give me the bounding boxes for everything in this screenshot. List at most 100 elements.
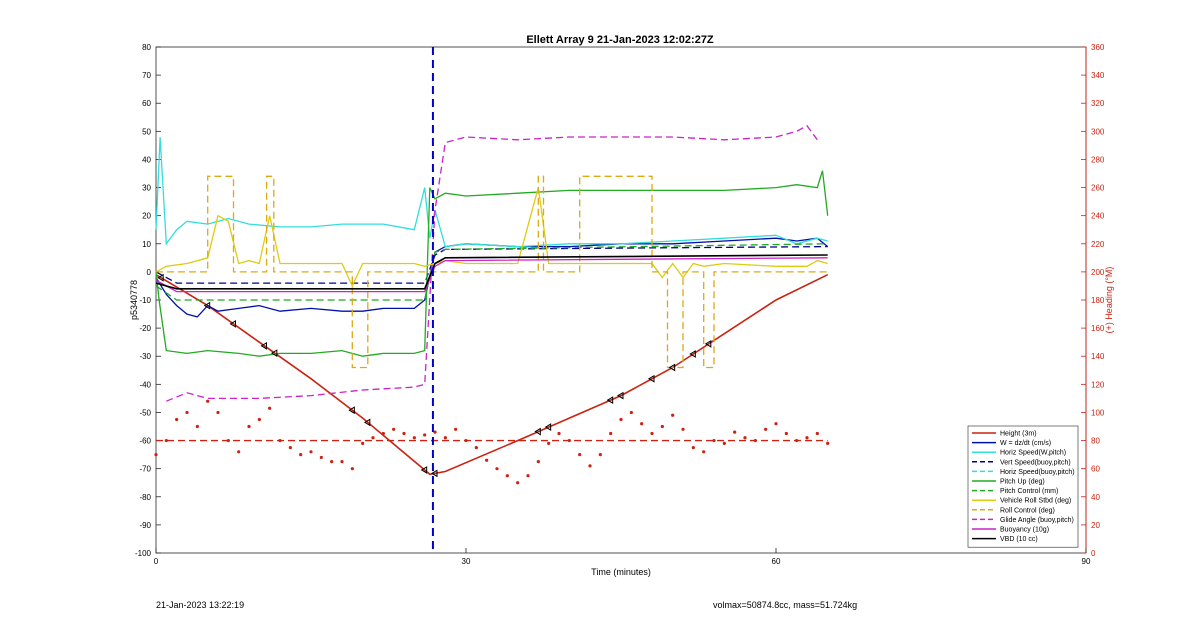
right-tick-label: 120 (1091, 380, 1105, 389)
right-tick-label: 100 (1091, 408, 1105, 417)
x-tick-label: 0 (154, 557, 159, 566)
right-tick-label: 140 (1091, 352, 1105, 361)
right-tick-label: 180 (1091, 296, 1105, 305)
right-tick-label: 280 (1091, 155, 1105, 164)
heading-point (216, 410, 220, 415)
legend-label: Pitch Up (deg) (1000, 479, 1045, 486)
right-axis: 0 20 40 60 80 100 120 140 160 180 200 220 240 260 280 3… (1081, 43, 1105, 558)
heading-point (340, 460, 344, 464)
legend-label: Vert Speed(buoy,pitch) (1000, 459, 1071, 466)
left-tick-label: 30 (142, 184, 151, 193)
heading-point (154, 453, 158, 457)
x-axis-label: Time (minutes) (591, 567, 651, 577)
heading-point (815, 431, 819, 436)
height-marker (617, 391, 624, 400)
legend-label: Glide Angle (buoy,pitch) (1000, 517, 1074, 524)
footer-stats: volmax=50874.8cc, mass=51.724kg (713, 600, 858, 610)
left-tick-label: -60 (139, 437, 151, 446)
legend-label: Roll Control (deg) (1000, 507, 1055, 514)
heading-point (371, 436, 375, 440)
right-tick-label: 360 (1091, 43, 1105, 52)
height-marker (157, 273, 164, 282)
heading-point (640, 422, 644, 426)
left-tick-label: 0 (147, 268, 152, 277)
left-tick-label: 20 (142, 212, 151, 221)
heading-point (485, 458, 489, 462)
heading-point (185, 410, 189, 415)
heading-point (423, 433, 427, 437)
heading-point (402, 431, 406, 436)
height-marker (668, 363, 676, 372)
heading-point (195, 424, 199, 429)
heading-point (505, 474, 509, 478)
heading-point (392, 427, 396, 431)
series-line (155, 254, 828, 290)
x-tick-label: 90 (1082, 557, 1091, 566)
height-marker (544, 423, 552, 431)
right-tick-label: 60 (1091, 465, 1100, 474)
heading-point (681, 427, 685, 431)
heading-point (764, 427, 768, 431)
heading-point (257, 417, 261, 422)
left-tick-label: 60 (142, 99, 151, 108)
series-line (155, 273, 829, 476)
right-tick-label: 200 (1091, 268, 1105, 277)
series-layer (154, 47, 830, 553)
legend-label: Horiz Speed(buoy,pitch) (1000, 469, 1075, 476)
series-line (156, 175, 828, 369)
height-marker (260, 341, 267, 350)
height-marker (689, 350, 696, 358)
height-marker (648, 374, 655, 383)
heading-point (671, 413, 675, 417)
height-marker (270, 349, 278, 358)
right-tick-label: 220 (1091, 240, 1105, 249)
heading-point (650, 431, 654, 436)
heading-point (774, 422, 778, 426)
heading-point (598, 453, 602, 457)
heading-point (474, 445, 478, 450)
right-tick-label: 300 (1091, 127, 1105, 136)
heading-point (443, 436, 447, 440)
legend-box (967, 425, 1079, 548)
heading-point (226, 438, 230, 443)
height-marker (348, 406, 355, 415)
heading-point (319, 455, 323, 460)
heading-point (784, 431, 788, 436)
series-line (155, 257, 828, 293)
heading-point (743, 436, 747, 440)
heading-point (660, 424, 664, 429)
right-tick-label: 80 (1091, 437, 1100, 446)
height-marker (203, 301, 211, 310)
height-marker (229, 320, 236, 328)
series-line (155, 170, 829, 357)
heading-point (516, 481, 520, 485)
legend-label: W = dz/dt (cm/s) (1000, 440, 1051, 447)
heading-point (578, 453, 582, 457)
left-tick-label: -30 (139, 352, 151, 361)
right-tick-label: 320 (1091, 99, 1105, 108)
legend-label: Vehicle Roll Stbd (deg) (1000, 498, 1071, 505)
heading-point (175, 417, 179, 422)
heading-point (805, 436, 809, 440)
left-tick-label: 40 (142, 155, 151, 164)
left-tick-label: -10 (139, 296, 151, 305)
heading-point (350, 467, 354, 471)
heading-point (795, 438, 799, 443)
heading-point (278, 438, 282, 443)
heading-point (588, 464, 592, 468)
heading-point (464, 438, 468, 443)
right-tick-label: 20 (1091, 521, 1100, 530)
heading-point (753, 438, 757, 443)
legend-label: Pitch Control (mm) (1000, 488, 1058, 495)
series-line (155, 136, 828, 248)
right-tick-label: 40 (1091, 493, 1100, 502)
left-tick-label: -90 (139, 521, 151, 530)
left-tick-label: 80 (142, 43, 151, 52)
heading-point (526, 474, 530, 478)
right-tick-label: 0 (1091, 549, 1096, 558)
left-tick-label: 10 (142, 240, 151, 249)
height-marker (704, 339, 712, 348)
left-axis: -100-90-80-70-60-50-40-30-20-10010203040… (135, 43, 161, 558)
heading-point (206, 399, 210, 403)
